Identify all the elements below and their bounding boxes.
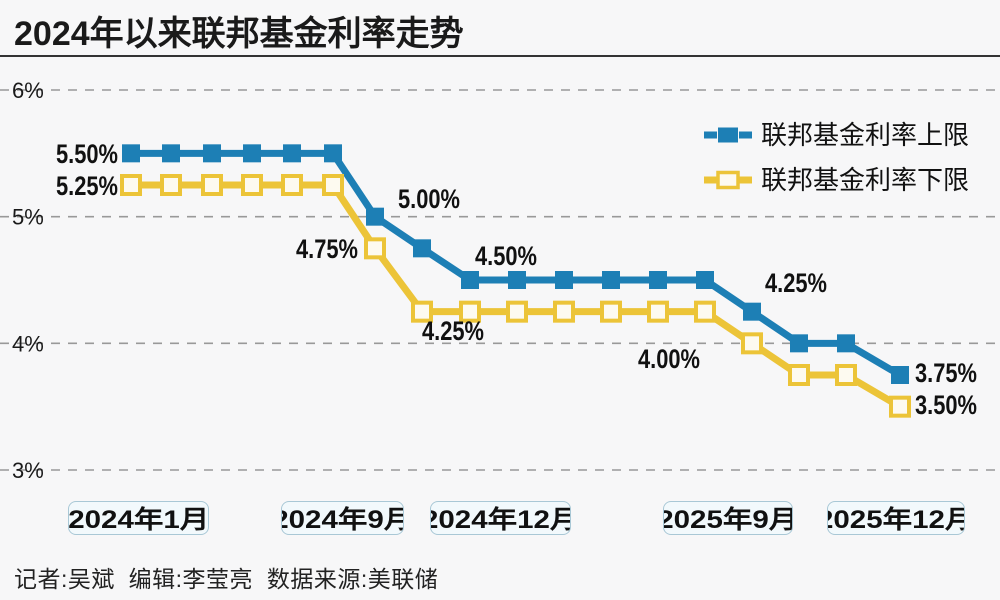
svg-text:4.25%: 4.25%: [765, 268, 827, 298]
svg-text:6%: 6%: [12, 78, 44, 103]
svg-text:4.75%: 4.75%: [296, 234, 358, 264]
svg-text:4.25%: 4.25%: [422, 316, 484, 346]
svg-text:3%: 3%: [12, 458, 44, 483]
svg-text:5%: 5%: [12, 205, 44, 230]
svg-text:联邦基金利率下限: 联邦基金利率下限: [761, 165, 969, 195]
svg-text:3.75%: 3.75%: [915, 358, 977, 388]
svg-text:4%: 4%: [12, 331, 44, 356]
svg-text:5.50%: 5.50%: [56, 139, 118, 169]
svg-text:4.50%: 4.50%: [475, 241, 537, 271]
svg-text:4.00%: 4.00%: [638, 344, 700, 374]
svg-text:联邦基金利率上限: 联邦基金利率上限: [761, 120, 969, 150]
svg-text:5.25%: 5.25%: [56, 171, 118, 201]
svg-text:5.00%: 5.00%: [398, 184, 460, 214]
svg-text:3.50%: 3.50%: [915, 390, 977, 420]
